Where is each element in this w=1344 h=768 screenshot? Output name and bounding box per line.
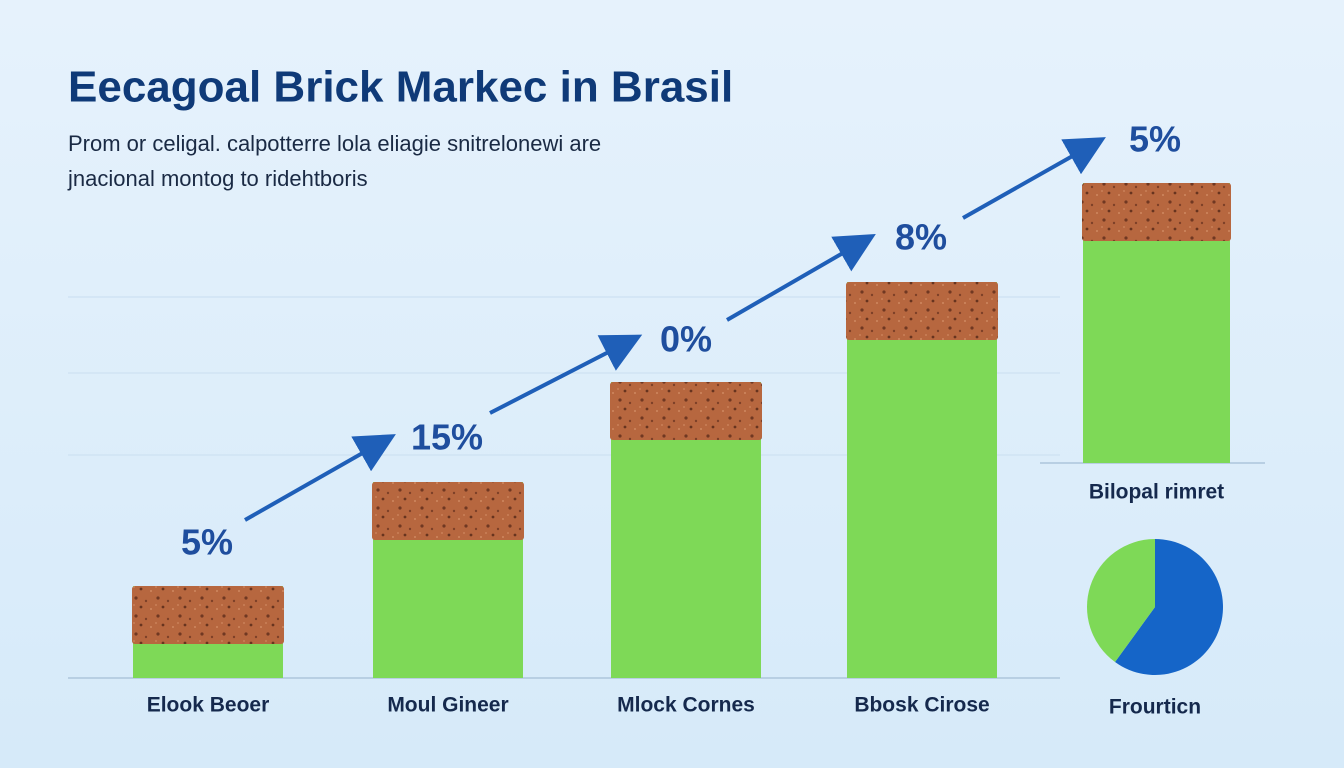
growth-label: 15% [411,417,483,458]
category-label: Bilopal rimret [1089,481,1224,504]
category-label: Mlock Cornes [617,694,755,717]
growth-arrows [244,137,1106,522]
pie-title: Frourticn [1109,696,1201,719]
pie-slice [1115,539,1223,675]
brick-cap [132,586,284,644]
brick-edge [132,586,284,644]
brick-edge [846,282,998,340]
category-label: Bbosk Cirose [854,694,989,717]
subtitle: jnacional montog to ridehtboris [67,166,368,191]
category-label: Moul Gineer [387,694,508,717]
growth-label: 8% [895,217,947,258]
brick-cap [372,482,524,540]
brick-edge [1082,183,1231,241]
bar [847,282,997,678]
brick-cap [1082,183,1231,241]
brick-edge [372,482,524,540]
growth-label: 5% [1129,119,1181,160]
subtitle: Prom or celigal. calpotterre lola eliagi… [68,131,601,156]
growth-label: 5% [181,522,233,563]
brick-cap [846,282,998,340]
growth-label: 0% [660,319,712,360]
title: Eecagoal Brick Markec in Brasil [68,63,733,112]
brick-cap [610,382,762,440]
brick-edge [610,382,762,440]
category-label: Elook Beoer [147,694,270,717]
pie-slice [1087,539,1155,663]
